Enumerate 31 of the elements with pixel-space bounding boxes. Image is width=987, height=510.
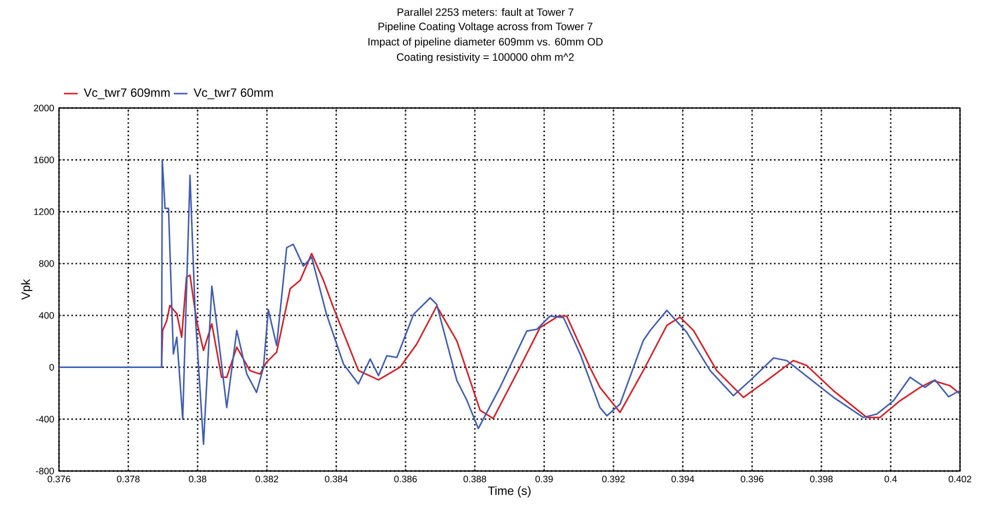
x-tick-label: 0.398	[810, 476, 833, 482]
x-tick-label: 0.396	[740, 476, 764, 482]
legend-label: Vc_twr7 60mm	[194, 88, 273, 100]
x-tick-label: 0.376	[48, 476, 70, 482]
y-tick-label: 0	[49, 364, 54, 371]
x-tick-label: 0.386	[394, 476, 417, 482]
x-tick-label: 0.38	[188, 476, 206, 482]
x-tick-label: 0.378	[116, 476, 140, 482]
y-tick-label: -400	[36, 416, 54, 422]
text: Coating resistivity = 100000 ohm m^2	[396, 53, 574, 63]
chart-subtitle: Pipeline Coating Voltage across from Tower 7	[378, 22, 592, 32]
line-series	[59, 159, 960, 446]
x-tick-label: 0.392	[602, 476, 625, 482]
text: Impact of pipeline diameter 609mm vs. 60mm OD	[368, 38, 603, 48]
y-tick-label: 800	[39, 260, 54, 267]
y-tick-label: 2000	[34, 104, 54, 112]
x-axis-title: Time (s)	[488, 486, 531, 498]
x-tick-label: 0.382	[256, 476, 278, 482]
x-tick-label: 0.384	[324, 476, 348, 482]
y-tick-label: 1200	[34, 208, 54, 216]
x-tick-label: 0.39	[535, 476, 553, 482]
chart-title: Parallel 2253 meters: fault at Tower 7	[398, 8, 574, 16]
y-tick-label: 1600	[34, 156, 54, 164]
x-tick-label: 0.4	[884, 476, 897, 482]
x-tick-label: 0.388	[464, 476, 486, 482]
y-tick-label: -800	[36, 468, 54, 474]
x-tick-label: 0.394	[671, 476, 694, 482]
x-tick-label: 0.402	[948, 476, 972, 482]
y-tick-label: 400	[38, 312, 54, 319]
legend-label: Vc_twr7 609mm	[84, 88, 170, 100]
y-axis-title: Vpk	[21, 279, 32, 300]
